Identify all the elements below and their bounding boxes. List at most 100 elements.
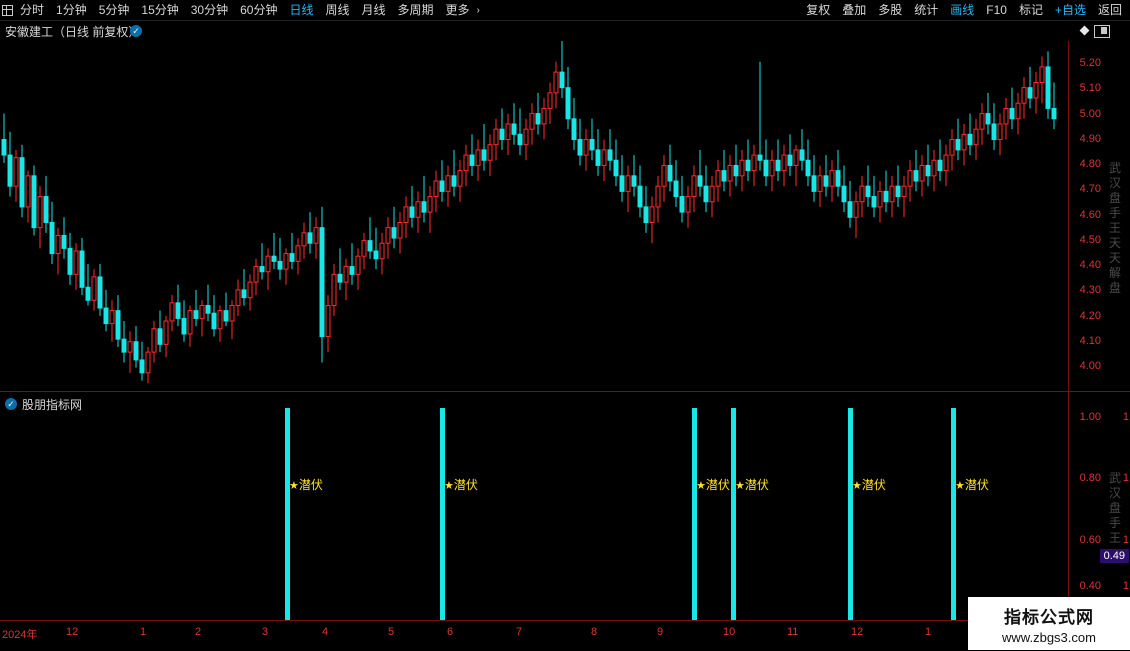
signal-label: ★潜伏: [852, 478, 886, 492]
tab-60min[interactable]: 60分钟: [240, 3, 278, 17]
price-tick: 4.50: [1079, 233, 1101, 246]
action-f10[interactable]: F10: [986, 3, 1007, 17]
signal-bar: [692, 408, 697, 620]
signal-label: ★潜伏: [735, 478, 769, 492]
tab-1min[interactable]: 1分钟: [56, 3, 87, 17]
date-tick: 10: [723, 626, 736, 638]
indicator-title: 股朋指标网: [22, 397, 83, 412]
tab-15min[interactable]: 15分钟: [141, 3, 179, 17]
signal-layer: ★潜伏 ★潜伏 ★潜伏 ★潜伏 ★潜伏 ★潜伏: [0, 392, 1068, 620]
date-tick: 1: [925, 626, 932, 638]
price-tick: 4.40: [1079, 259, 1101, 271]
tab-5min[interactable]: 5分钟: [98, 3, 130, 17]
date-tick: 3: [262, 626, 269, 638]
price-tick: 4.10: [1079, 334, 1101, 347]
verified-check-icon[interactable]: ✓: [130, 25, 142, 37]
date-tick: 1: [140, 626, 147, 638]
star-icon: ★: [852, 480, 862, 492]
indicator-value-badge: 0.49: [1099, 549, 1129, 563]
date-tick: 7: [516, 626, 523, 638]
signal-label: ★潜伏: [289, 478, 323, 492]
indicator-tick: 0.40: [1079, 580, 1101, 592]
signal-label: ★潜伏: [444, 478, 478, 492]
signal-label: ★潜伏: [955, 478, 989, 492]
date-tick: 8: [591, 626, 598, 638]
signal-bar: [731, 408, 736, 620]
indicator-header: ✓ 股朋指标网: [0, 396, 82, 412]
date-tick: 12: [851, 626, 864, 638]
price-tick: 4.00: [1079, 360, 1101, 372]
price-tick: 4.60: [1079, 208, 1101, 221]
signal-bar: [951, 408, 956, 620]
star-icon: ★: [735, 480, 745, 492]
price-tick: 4.20: [1079, 309, 1101, 322]
vertical-watermark-bottom: 武汉盘手王: [1108, 471, 1121, 545]
price-tick: 4.80: [1079, 158, 1101, 170]
site-watermark: 指标公式网 www.zbgs3.com: [968, 597, 1130, 650]
price-tick: 4.70: [1079, 183, 1101, 196]
price-tick: 4.90: [1079, 132, 1101, 145]
indicator-tick: 0.80: [1079, 472, 1101, 484]
chart-title-bar: 安徽建工（日线 前复权） ✓: [0, 21, 1130, 41]
tab-more[interactable]: 更多: [445, 3, 470, 17]
signal-bar: [848, 408, 853, 620]
watermark-line2: www.zbgs3.com: [1002, 629, 1096, 645]
candlestick-series: [1, 41, 1057, 384]
action-tongji[interactable]: 统计: [914, 3, 939, 17]
signal-bar: [440, 408, 445, 620]
tab-30min[interactable]: 30分钟: [190, 3, 229, 17]
date-tick: 9: [657, 626, 664, 638]
price-tick: 5.20: [1079, 57, 1101, 69]
indicator-check-icon[interactable]: ✓: [5, 398, 17, 410]
action-add-favorite[interactable]: +自选: [1054, 3, 1086, 17]
top-toolbar: 分时 1分钟 5分钟 15分钟 30分钟 60分钟 日线 周线 月线 多周期 更…: [0, 0, 1130, 21]
indicator-chart-pane[interactable]: ★潜伏 ★潜伏 ★潜伏 ★潜伏 ★潜伏 ★潜伏: [0, 392, 1068, 620]
date-tick: 5: [388, 626, 395, 638]
axis-mark: 1: [1122, 534, 1129, 546]
date-tick: 2: [195, 626, 202, 638]
star-icon: ★: [444, 480, 454, 492]
price-tick: 5.10: [1079, 82, 1101, 95]
toolbar-actions: 复权 叠加 多股 统计 画线 F10 标记 +自选 返回: [800, 0, 1128, 20]
date-tick: 11: [787, 626, 799, 638]
date-axis: 2024年 12 1 2 3 4 5 6 7 8 9 10 11 12 1: [0, 620, 1130, 651]
action-biaoji[interactable]: 标记: [1018, 3, 1043, 17]
tab-multi-period[interactable]: 多周期: [397, 3, 434, 17]
star-icon: ★: [955, 480, 965, 492]
grid-icon[interactable]: [0, 0, 14, 20]
diamond-icon[interactable]: [1079, 25, 1090, 36]
chevron-right-icon[interactable]: ›: [476, 4, 480, 16]
date-tick: 6: [447, 626, 454, 638]
action-diejia[interactable]: 叠加: [842, 3, 867, 17]
right-price-axis: 5.20 5.10 5.00 4.90 4.80 4.70 4.60 4.50 4.40 4.30…: [1068, 41, 1130, 635]
action-huaxian[interactable]: 画线: [950, 3, 975, 17]
price-tick: 4.30: [1079, 284, 1101, 297]
tab-weekly[interactable]: 周线: [325, 3, 350, 17]
signal-label: ★潜伏: [696, 478, 730, 492]
tab-daily[interactable]: 日线: [289, 3, 314, 17]
window-icon[interactable]: [1094, 25, 1110, 38]
period-tabs: 分时 1分钟 5分钟 15分钟 30分钟 60分钟 日线 周线 月线 多周期 更…: [0, 0, 480, 20]
axis-mark: 1: [1122, 580, 1129, 592]
action-back[interactable]: 返回: [1097, 3, 1122, 17]
tab-fenshi[interactable]: 分时: [20, 3, 45, 17]
action-duogu[interactable]: 多股: [878, 3, 903, 17]
axis-mark: 1: [1122, 411, 1129, 423]
axis-mark: 1: [1122, 472, 1129, 484]
star-icon: ★: [289, 480, 299, 492]
date-tick: 2024年: [2, 629, 38, 641]
price-chart-pane[interactable]: [0, 41, 1068, 391]
indicator-tick: 0.60: [1079, 534, 1101, 546]
date-tick: 4: [322, 626, 329, 638]
action-fuquan[interactable]: 复权: [806, 3, 831, 17]
price-tick: 5.00: [1079, 107, 1101, 120]
star-icon: ★: [696, 480, 706, 492]
signal-bar: [285, 408, 290, 620]
tab-monthly[interactable]: 月线: [361, 3, 386, 17]
indicator-tick: 1.00: [1079, 411, 1101, 423]
watermark-line1: 指标公式网: [1004, 607, 1094, 627]
vertical-watermark-top: 武汉盘手王天天解盘: [1108, 161, 1121, 295]
date-tick: 12: [66, 626, 79, 638]
pane-divider: [0, 391, 1130, 392]
